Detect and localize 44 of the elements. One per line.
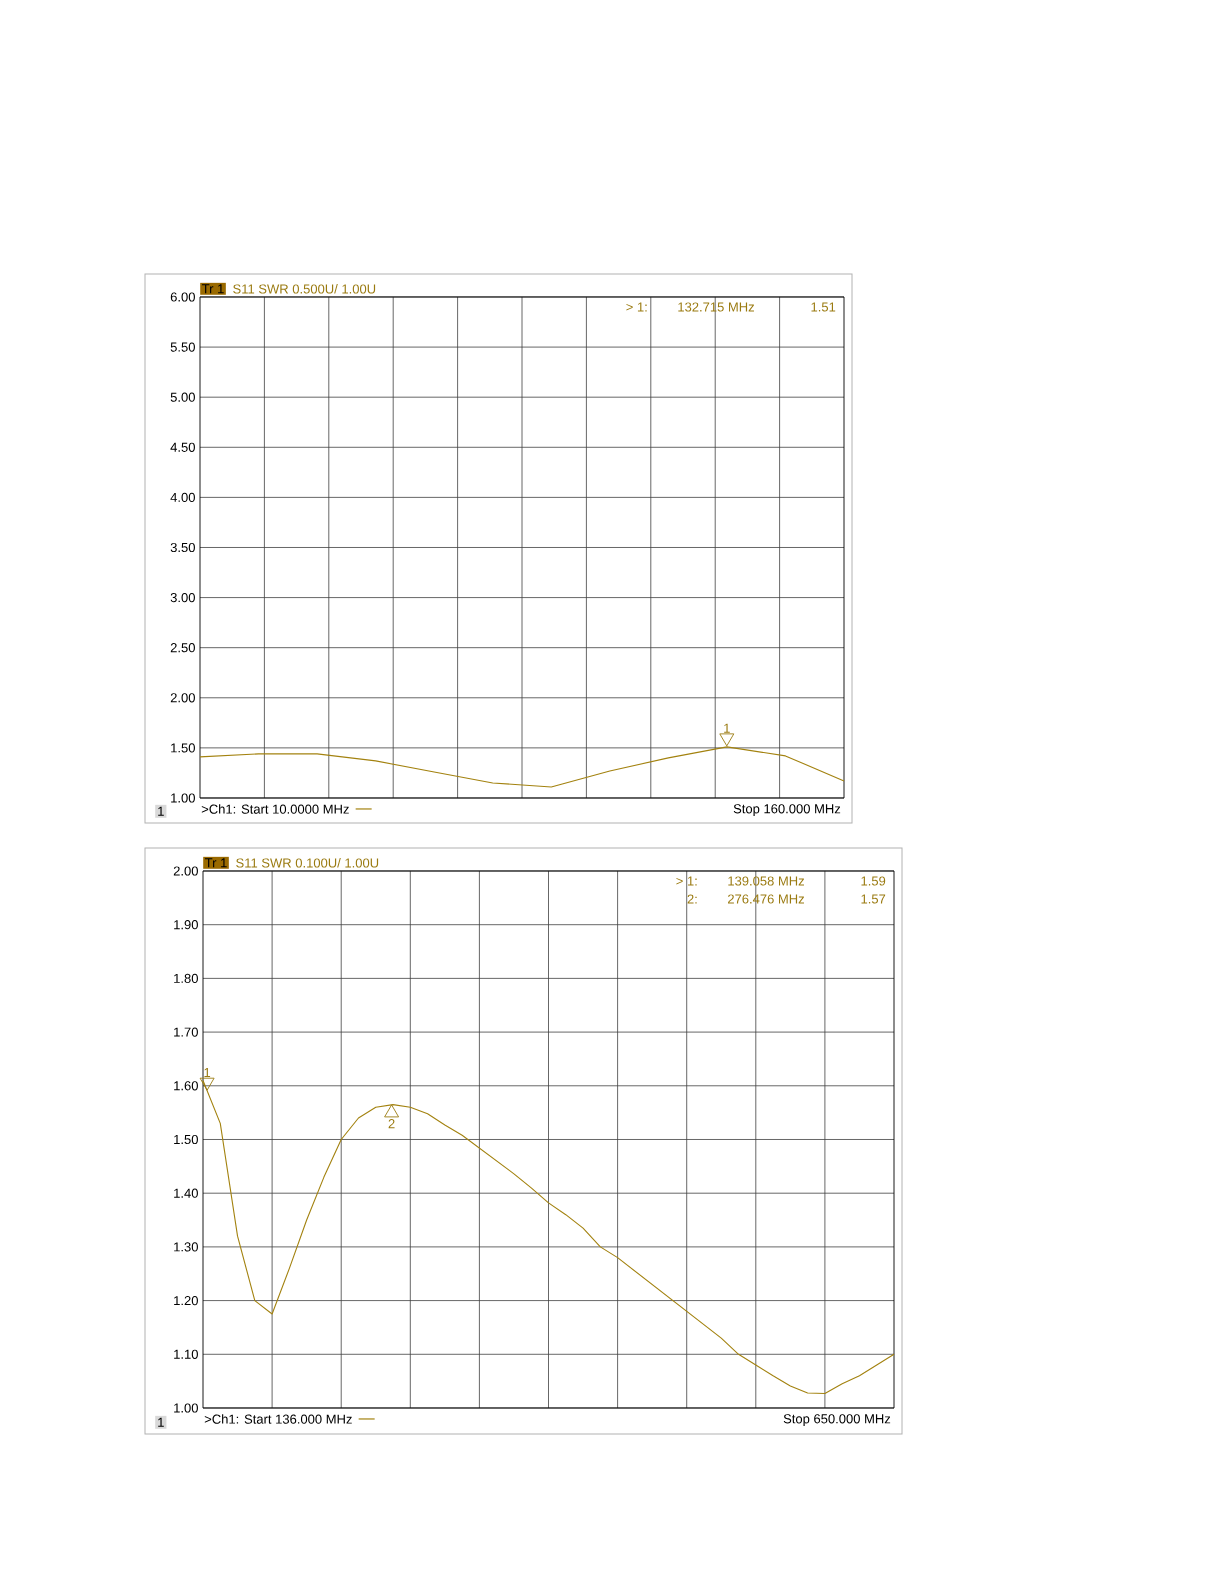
y-tick-label: 1.60	[174, 1081, 198, 1091]
y-tick-label: 5.50	[170, 342, 195, 352]
y-tick-label: 1.00	[171, 793, 195, 803]
text: >Ch1: Start 10.0000 MHz	[201, 804, 349, 814]
annotation: 132.715 MHz	[678, 302, 754, 312]
text: Stop 650.000 MHz	[783, 1414, 891, 1426]
y-tick-label: 1.20	[174, 1295, 198, 1306]
text: Tr 1	[202, 284, 224, 294]
text: Tr 1	[205, 858, 227, 868]
y-tick-label: 1.30	[174, 1242, 198, 1252]
y-tick-label: 4.00	[170, 492, 195, 502]
y-tick-label: 1.70	[174, 1027, 198, 1037]
annotation: 2	[388, 1119, 395, 1129]
text: 1	[158, 806, 164, 816]
y-tick-label: 2.50	[170, 643, 195, 653]
y-tick-label: 1.90	[174, 920, 198, 930]
annotation: 1.57	[861, 894, 886, 904]
annotation: 1	[204, 1068, 211, 1077]
annotation: 276.476 MHz	[728, 894, 804, 904]
y-tick-label: 2.00	[170, 693, 195, 703]
text: >Ch1: Start 136.000 MHz	[204, 1414, 352, 1424]
chart-title: S11 SWR 0.500U/ 1.00U	[233, 284, 376, 294]
y-tick-label: 2.00	[173, 866, 198, 876]
y-tick-label: 1.50	[171, 743, 195, 753]
y-tick-label: 3.50	[170, 542, 195, 553]
annotation: > 1:	[626, 302, 647, 312]
annotation: 1.51	[811, 302, 836, 312]
y-tick-label: 4.50	[170, 442, 195, 452]
text: 1	[158, 1417, 164, 1427]
annotation: 1	[724, 723, 730, 733]
y-tick-label: 6.00	[170, 292, 195, 302]
y-tick-label: 5.00	[170, 392, 195, 402]
y-tick-label: 1.00	[174, 1403, 198, 1413]
y-tick-label: 1.10	[174, 1349, 198, 1359]
annotation: 1.59	[861, 876, 886, 886]
text: Stop 160.000 MHz	[733, 804, 841, 816]
annotation: 139.058 MHz	[728, 876, 804, 886]
y-tick-label: 1.50	[174, 1134, 198, 1145]
annotation: 2:	[687, 894, 697, 904]
y-tick-label: 1.80	[174, 973, 198, 983]
y-tick-label: 3.00	[170, 592, 195, 603]
chart-title: S11 SWR 0.100U/ 1.00U	[236, 858, 379, 868]
y-tick-label: 1.40	[174, 1188, 198, 1198]
annotation: > 1:	[676, 876, 697, 886]
